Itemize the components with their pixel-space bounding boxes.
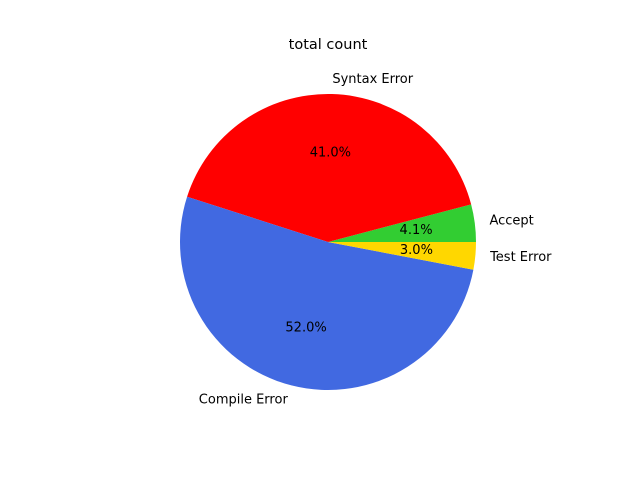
chart-title: total count <box>289 37 368 53</box>
pie-slice-test-error <box>328 242 476 270</box>
percent-label-syntax-error: 41.0% <box>310 146 351 161</box>
pie-slice-accept <box>328 204 476 242</box>
slice-label-accept: Accept <box>489 214 533 229</box>
pie-slice-compile-error <box>180 196 474 390</box>
percent-label-accept: 4.1% <box>400 223 433 238</box>
slice-label-syntax-error: Syntax Error <box>332 72 413 87</box>
slice-label-test-error: Test Error <box>489 250 552 265</box>
slice-label-compile-error: Compile Error <box>199 392 289 407</box>
percent-label-test-error: 3.0% <box>400 243 433 258</box>
percent-labels: 4.1% 41.0% 52.0% 3.0% <box>285 146 433 336</box>
percent-label-compile-error: 52.0% <box>285 321 326 336</box>
slice-labels: Accept Syntax Error Compile Error Test Erro… <box>199 72 552 408</box>
pie-slices <box>180 93 476 390</box>
pie-slice-syntax-error <box>187 93 472 242</box>
